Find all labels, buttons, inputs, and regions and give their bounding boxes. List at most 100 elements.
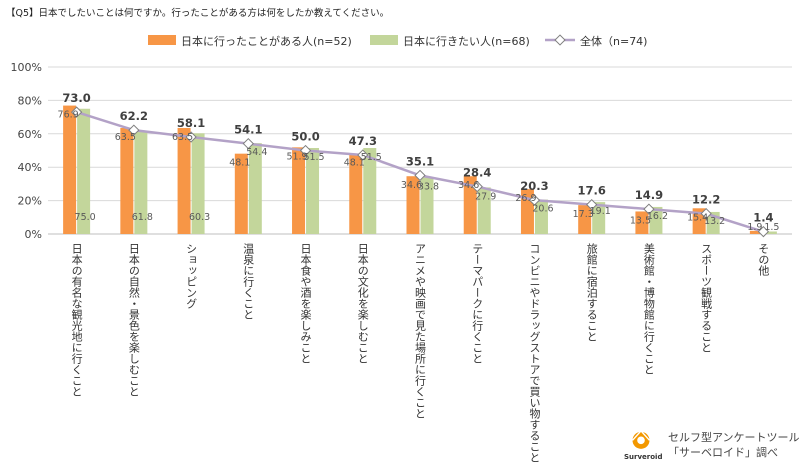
line-value-label: 14.9 — [635, 188, 663, 202]
category-label: アニメや映画で見た場所に行くこと — [414, 243, 427, 419]
line-marker — [471, 180, 483, 193]
bar-series1 — [177, 127, 191, 234]
series2-value-label: 54.4 — [246, 147, 267, 158]
series1-value-label: 13.5 — [630, 215, 651, 226]
chart-question-title: 【Q5】日本でしたいことは何ですか。行ったことがある方は何をしたか教えてください… — [6, 8, 390, 19]
bar-series2 — [649, 206, 663, 234]
legend-swatch — [148, 35, 176, 45]
bar-series2 — [477, 187, 491, 234]
line-marker — [70, 106, 83, 118]
line-marker — [757, 226, 770, 238]
line-value-label: 28.4 — [463, 166, 491, 180]
y-tick-label: 100% — [11, 61, 42, 74]
y-tick-label: 0% — [25, 228, 42, 241]
category-label: 日本の有名な観光地に行くこと — [70, 243, 83, 397]
series2-value-label: 75.0 — [75, 212, 96, 223]
y-tick-label: 80% — [18, 94, 42, 107]
brand-text-line2: 「サーベロイド」調べ — [668, 446, 778, 459]
bar-series1 — [578, 205, 592, 234]
line-value-label: 20.3 — [520, 179, 548, 193]
series2-value-label: 16.2 — [647, 211, 668, 222]
line-value-label: 58.1 — [177, 116, 205, 130]
bars — [63, 105, 777, 235]
line-value-label: 1.4 — [753, 211, 773, 225]
category-label: その他 — [757, 243, 770, 276]
y-tick-label: 20% — [18, 195, 42, 208]
series2-value-label: 51.5 — [303, 152, 324, 163]
legend-marker — [554, 34, 566, 46]
category-label: 日本食や酒を楽しみこと — [299, 243, 312, 364]
line-value-label: 17.6 — [578, 184, 606, 198]
series1-value-label: 34.6 — [401, 180, 422, 191]
legend-label: 日本に行きたい人(n=68) — [403, 34, 530, 48]
series1-value-label: 48.1 — [344, 158, 365, 169]
bar-series1 — [406, 176, 420, 234]
category-label: 日本の文化を楽しむこと — [356, 243, 369, 364]
line-value-label: 54.1 — [234, 123, 262, 137]
bar-series1 — [349, 153, 363, 234]
series1-value-label: 17.3 — [573, 209, 594, 220]
bar-series1 — [63, 105, 77, 235]
category-label: テーマパークに行くこと — [471, 243, 484, 364]
line-marker — [128, 124, 140, 136]
line-marker — [185, 131, 197, 143]
y-tick-label: 40% — [18, 161, 42, 174]
bar-series2 — [763, 231, 777, 234]
series1-value-label: 48.1 — [229, 158, 250, 169]
line-marker — [586, 198, 598, 211]
series2-value-label: 13.2 — [704, 216, 725, 227]
brand-text: セルフ型アンケートツール 「サーベロイド」調べ — [668, 430, 800, 460]
line-marker — [242, 137, 254, 150]
legend-swatch — [370, 35, 398, 45]
series1-value-label: 15.4 — [687, 212, 708, 223]
bar-series2 — [191, 133, 205, 234]
series2-value-label: 1.5 — [764, 222, 779, 233]
series2-value-label: 19.1 — [590, 206, 611, 217]
line-value-label: 12.2 — [692, 193, 720, 207]
brand-text-line1: セルフ型アンケートツール — [668, 431, 800, 444]
category-label: 美術館・博物館に行くこと — [642, 243, 655, 375]
series2-value-label: 27.9 — [475, 191, 496, 202]
data-labels: 73.0 76.9 75.0 62.2 63.5 61.8 58.1 63.5 60.3 54.1… — [58, 91, 780, 233]
line-marker — [414, 169, 426, 182]
series2-value-label: 20.6 — [532, 204, 553, 215]
series2-value-label: 51.5 — [361, 152, 382, 163]
bar-series1 — [749, 230, 763, 234]
line-value-label: 73.0 — [62, 91, 90, 105]
legend: 日本に行ったことがある人(n=52) 日本に行きたい人(n=68) 全体（n=74) — [148, 34, 647, 48]
line-value-label: 47.3 — [349, 134, 377, 148]
category-labels: 日本の有名な観光地に行くこと 日本の自然・景色を楽しむこと ショッピング 温泉に行くこ… — [70, 242, 770, 463]
legend-label: 全体（n=74) — [580, 34, 647, 48]
bar-series2 — [306, 147, 320, 234]
category-label: ショッピング — [185, 243, 198, 309]
category-label: 温泉に行くこと — [242, 243, 255, 320]
bar-series1 — [234, 153, 248, 234]
line-marker — [299, 144, 312, 157]
line-value-label: 50.0 — [291, 130, 319, 144]
bar-series2 — [420, 177, 434, 234]
series1-value-label: 34.6 — [458, 180, 479, 191]
series1-value-label: 76.9 — [58, 110, 79, 121]
category-label: 日本の自然・景色を楽しむこと — [127, 243, 140, 397]
series1-value-label: 63.5 — [172, 132, 193, 143]
bar-series2 — [248, 143, 262, 234]
bar-series1 — [120, 127, 134, 234]
line-value-label: 62.2 — [120, 109, 148, 123]
bar-series2 — [77, 108, 91, 234]
line-marker — [700, 207, 712, 220]
bar-series1 — [635, 211, 649, 234]
series1-value-label: 26.9 — [515, 193, 536, 204]
bar-series2 — [134, 130, 148, 234]
surveroid-logo — [631, 429, 651, 449]
category-label: スポーツ観戦すること — [700, 243, 713, 353]
bar-series2 — [363, 147, 377, 234]
legend-label: 日本に行ったことがある人(n=52) — [181, 34, 352, 48]
line-value-label: 35.1 — [406, 154, 434, 168]
grid: 0% 20% 40% 60% 80% 100% — [11, 61, 792, 241]
line-marker — [528, 194, 541, 206]
bar-series1 — [292, 147, 306, 234]
bar-series1 — [463, 176, 477, 234]
category-label: 旅館に宿泊すること — [585, 242, 598, 342]
series1-value-label: 51.9 — [286, 151, 307, 162]
